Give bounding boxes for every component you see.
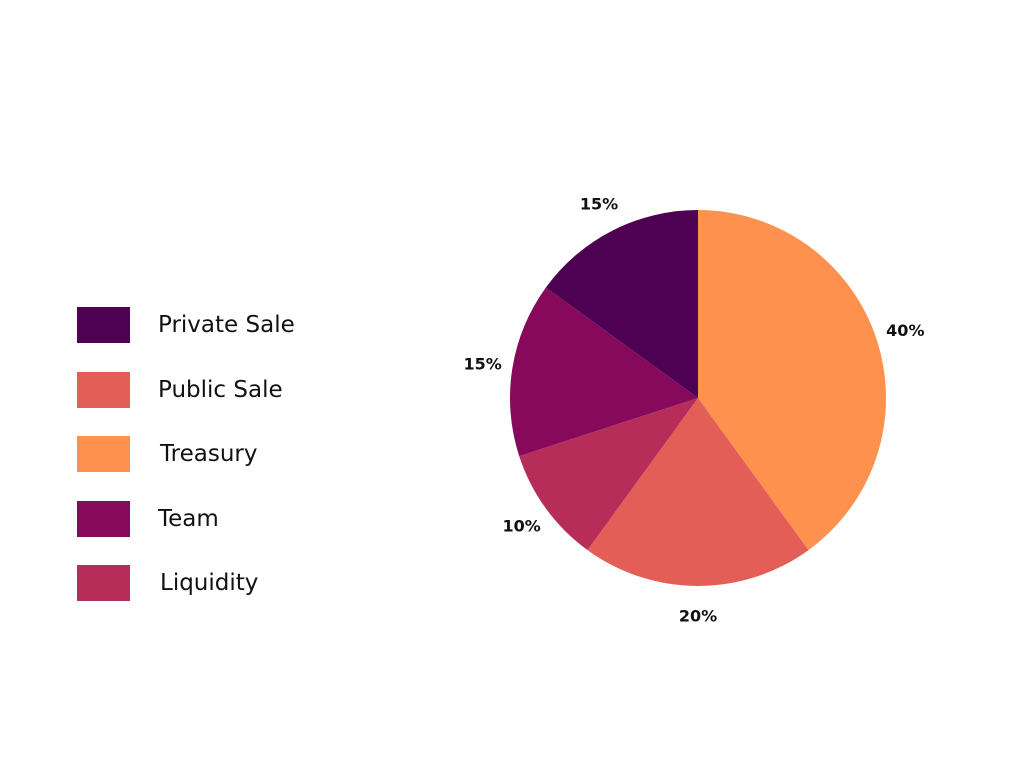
pie-label-private-sale: 15%	[580, 194, 618, 213]
legend-label-private-sale: Private Sale	[158, 312, 295, 338]
pie-slice-treasury	[698, 210, 886, 551]
legend-label-public-sale: Public Sale	[158, 376, 283, 403]
legend-swatch-team	[77, 500, 130, 537]
legend-item-liquidity: Liquidity	[77, 565, 337, 601]
legend-swatch-private-sale	[77, 307, 130, 343]
legend-swatch-public-sale	[77, 371, 130, 408]
pie-slice-public-sale	[587, 398, 809, 586]
pie-slice-team	[509, 287, 698, 457]
legend-label-liquidity: Liquidity	[160, 570, 259, 596]
legend-item-treasury: Treasury	[77, 436, 337, 472]
pie-label-team: 15%	[464, 354, 502, 373]
legend-item-public-sale: Public Sale	[77, 371, 337, 408]
legend-item-team: Team	[77, 500, 337, 537]
pie-label-treasury: 40%	[886, 321, 924, 340]
legend-item-private-sale: Private Sale	[77, 307, 337, 343]
pie-slice-private-sale	[545, 210, 698, 398]
legend-swatch-treasury	[77, 436, 130, 472]
pie-label-liquidity: 10%	[502, 517, 540, 536]
chart-legend: Private Sale Public Sale Treasury Team L…	[77, 307, 337, 630]
pie-slice-liquidity	[519, 398, 698, 551]
legend-label-team: Team	[158, 505, 219, 532]
legend-label-treasury: Treasury	[160, 441, 258, 467]
legend-swatch-liquidity	[77, 565, 130, 601]
pie-label-public-sale: 20%	[679, 607, 717, 626]
